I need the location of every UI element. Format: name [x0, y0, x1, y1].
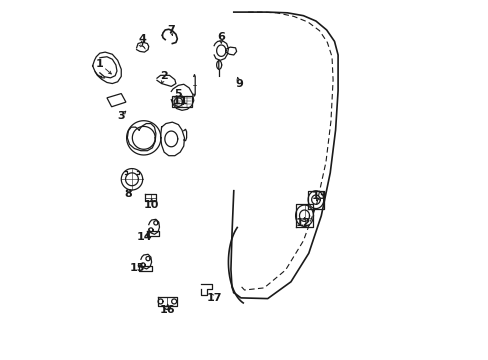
Text: 16: 16: [160, 305, 175, 315]
Text: 6: 6: [217, 32, 225, 42]
Text: 13: 13: [311, 191, 326, 201]
Text: 11: 11: [172, 96, 187, 107]
Text: 12: 12: [295, 218, 310, 228]
Text: 15: 15: [129, 262, 145, 273]
Text: 17: 17: [206, 293, 222, 303]
Text: 2: 2: [160, 71, 168, 81]
Text: 1: 1: [96, 59, 103, 69]
Text: 14: 14: [136, 232, 152, 242]
Text: 8: 8: [124, 189, 132, 199]
Text: 9: 9: [235, 78, 243, 89]
Text: 4: 4: [139, 34, 146, 44]
Text: 3: 3: [117, 111, 125, 121]
Text: 7: 7: [167, 25, 175, 35]
Text: 5: 5: [174, 89, 182, 99]
Text: 10: 10: [143, 200, 159, 210]
